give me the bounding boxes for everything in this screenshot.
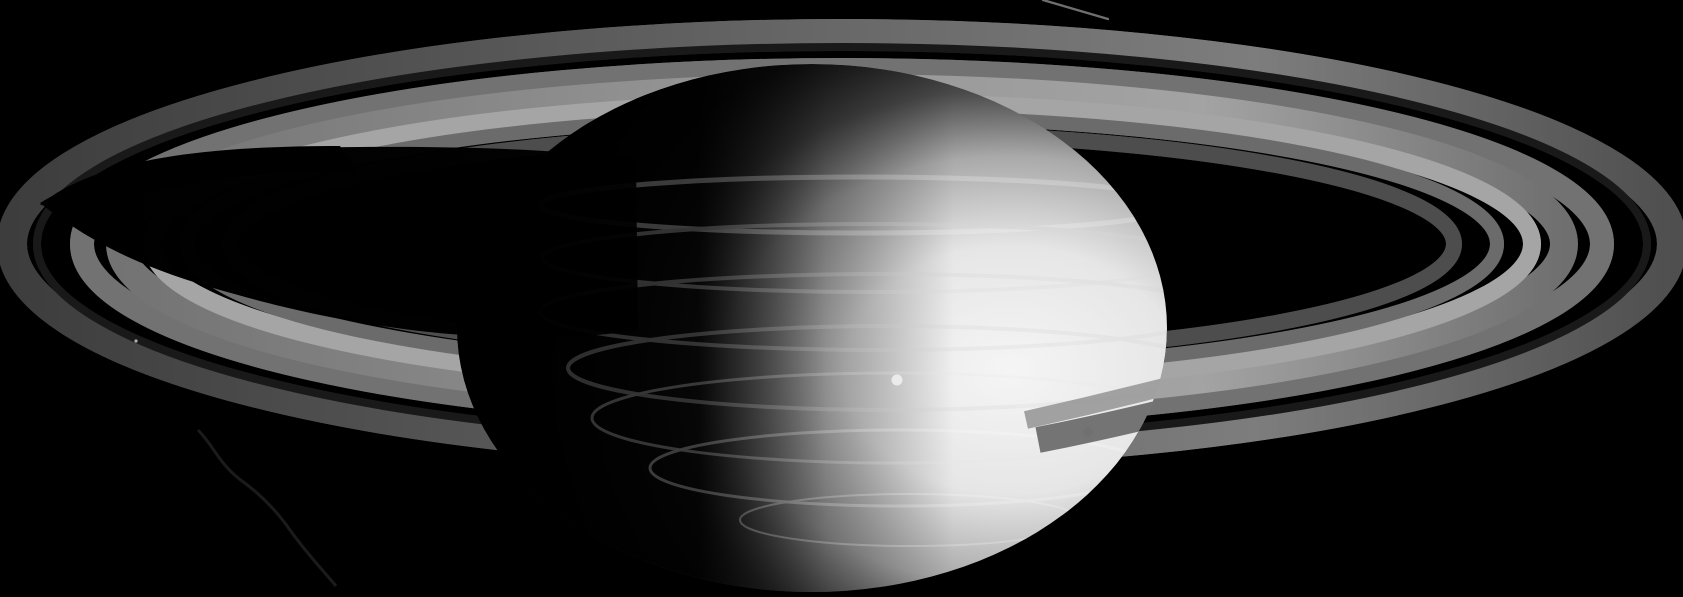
shadow-curve xyxy=(40,146,357,206)
star xyxy=(134,339,138,343)
front-ring-overlap xyxy=(1024,293,1167,453)
planet-shadow-on-rings xyxy=(40,146,638,338)
moon-trail xyxy=(196,428,338,587)
moon-streak xyxy=(1041,0,1110,21)
